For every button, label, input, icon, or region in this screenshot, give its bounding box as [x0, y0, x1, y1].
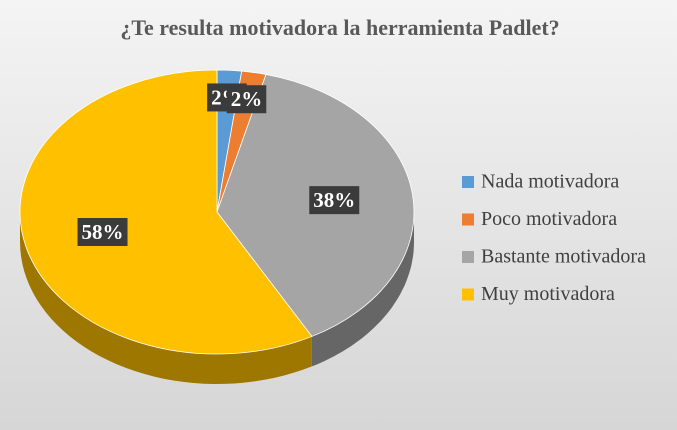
- slice-side: [20, 212, 312, 384]
- value-label-box: [226, 85, 267, 114]
- value-label-group: 38%: [309, 186, 360, 215]
- value-label-group: 58%: [77, 218, 128, 247]
- legend-label: Nada motivadora: [481, 171, 619, 193]
- legend-swatch: [462, 288, 474, 301]
- legend-label: Muy motivadora: [481, 283, 615, 305]
- legend-label: Bastante motivadora: [481, 246, 646, 268]
- value-label: 2%: [231, 87, 263, 111]
- slice-side: [311, 212, 414, 367]
- legend-swatch: [462, 176, 474, 188]
- value-label: 58%: [82, 220, 124, 244]
- legend-label: Poco motivadora: [481, 208, 617, 230]
- value-label-box: [309, 186, 360, 215]
- chart-title: ¿Te resulta motivadora la herramienta Pa…: [120, 15, 559, 40]
- value-label-group: 2%: [226, 85, 267, 114]
- value-label-box: [77, 218, 128, 247]
- slice: [19, 69, 313, 355]
- legend-swatch: [462, 251, 474, 263]
- value-label: 38%: [313, 188, 355, 212]
- legend-swatch: [462, 213, 474, 226]
